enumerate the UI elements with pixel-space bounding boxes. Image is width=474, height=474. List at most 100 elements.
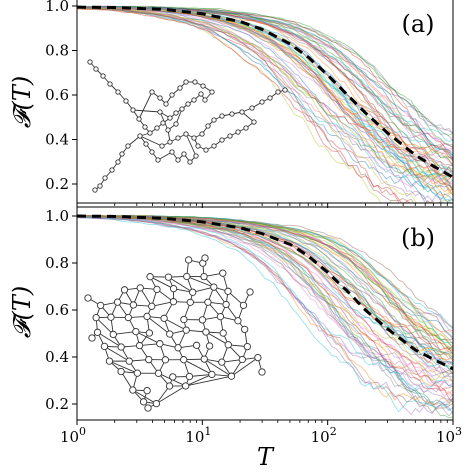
network-edge bbox=[104, 345, 130, 362]
panel-b-label: (b) bbox=[401, 224, 435, 252]
network-node bbox=[142, 124, 148, 130]
network-node bbox=[175, 135, 181, 141]
network-node bbox=[202, 97, 208, 103]
network-node bbox=[235, 129, 241, 135]
network-node bbox=[102, 175, 108, 181]
network-node bbox=[191, 135, 197, 141]
network-node bbox=[135, 341, 144, 350]
network-node bbox=[219, 269, 227, 277]
network-node bbox=[182, 382, 190, 390]
network-node bbox=[210, 283, 218, 291]
trajectory-line bbox=[77, 216, 453, 372]
network-node bbox=[156, 340, 164, 348]
network-edge bbox=[109, 360, 138, 374]
trajectory-line bbox=[77, 215, 453, 417]
y-tick-label: 0.8 bbox=[45, 254, 69, 272]
trajectory-line bbox=[77, 216, 453, 416]
network-node bbox=[153, 285, 161, 294]
panel-b-ylabel: 𝓕(T) bbox=[8, 286, 36, 338]
network-node bbox=[144, 404, 152, 412]
network-node bbox=[133, 369, 142, 377]
network-node bbox=[227, 133, 233, 139]
y-tick-label: 0.6 bbox=[45, 301, 69, 319]
network-node bbox=[185, 372, 194, 381]
network-node bbox=[87, 59, 93, 65]
trajectory-line bbox=[77, 7, 453, 163]
network-node bbox=[129, 386, 137, 394]
panel-a-x-ticks bbox=[76, 203, 454, 208]
network-node bbox=[169, 149, 175, 155]
network-edge bbox=[185, 374, 213, 387]
network-edge bbox=[163, 317, 187, 331]
network-node bbox=[169, 298, 178, 306]
network-node bbox=[205, 123, 211, 129]
network-node bbox=[229, 111, 235, 117]
network-edge bbox=[185, 375, 232, 387]
network-node bbox=[100, 73, 106, 79]
panel-b-x-ticks: 100 101 102 103 bbox=[60, 420, 462, 446]
network-node bbox=[173, 121, 179, 127]
network-node bbox=[216, 312, 225, 321]
network-node bbox=[258, 368, 266, 376]
panel-b-y-ticks: 0.2 0.4 0.6 0.8 1.0 bbox=[45, 207, 77, 413]
panel-a-y-ticks: 0.2 0.4 0.6 0.8 1.0 bbox=[45, 0, 77, 193]
trajectory-line bbox=[77, 215, 453, 394]
network-node bbox=[219, 113, 225, 119]
network-node bbox=[107, 81, 113, 87]
trajectory-line bbox=[77, 215, 453, 355]
network-node bbox=[195, 143, 201, 149]
y-tick-label: 1.0 bbox=[45, 0, 69, 15]
x-tick-label: 102 bbox=[311, 425, 337, 446]
network-node bbox=[115, 89, 121, 95]
y-tick-label: 0.2 bbox=[45, 395, 69, 413]
network-node bbox=[200, 272, 208, 281]
panel-a-label: (a) bbox=[401, 10, 434, 38]
network-node bbox=[180, 315, 188, 324]
network-node bbox=[243, 125, 249, 131]
network-edge bbox=[138, 91, 153, 120]
network-node bbox=[163, 101, 169, 107]
network-node bbox=[143, 312, 151, 321]
network-node bbox=[169, 373, 177, 381]
network-node bbox=[184, 256, 193, 264]
network-edge bbox=[120, 371, 134, 391]
network-node bbox=[267, 95, 273, 101]
network-node bbox=[169, 92, 175, 98]
network-node bbox=[192, 341, 201, 349]
network-node bbox=[124, 313, 132, 322]
network-node bbox=[181, 151, 187, 157]
trajectory-line bbox=[77, 7, 453, 161]
trajectory-line bbox=[77, 217, 453, 377]
network-node bbox=[117, 343, 125, 351]
network-node bbox=[136, 116, 142, 122]
network-edge bbox=[185, 133, 197, 157]
network-node bbox=[148, 302, 156, 310]
network-node bbox=[160, 120, 166, 126]
trajectory-line bbox=[77, 7, 453, 179]
network-node bbox=[227, 372, 236, 380]
network-node bbox=[238, 355, 246, 364]
network-node bbox=[143, 386, 151, 395]
network-node bbox=[179, 106, 185, 112]
network-node bbox=[147, 130, 153, 136]
y-tick-label: 0.6 bbox=[45, 86, 69, 104]
network-node bbox=[119, 151, 125, 157]
network-node bbox=[234, 317, 242, 325]
trajectory-line bbox=[77, 7, 415, 203]
network-edge bbox=[149, 276, 174, 290]
network-node bbox=[183, 131, 189, 137]
network-node bbox=[167, 139, 173, 145]
panel-b-mean-curve bbox=[77, 214, 454, 371]
y-tick-label: 0.4 bbox=[45, 348, 69, 366]
network-edge bbox=[156, 385, 170, 404]
trajectory-line bbox=[77, 215, 453, 388]
panel-a-ylabel: 𝓕(T) bbox=[8, 76, 36, 128]
network-edge bbox=[151, 301, 174, 307]
network-node bbox=[189, 288, 197, 296]
network-node bbox=[174, 344, 182, 352]
trajectory-line bbox=[77, 216, 453, 413]
network-node bbox=[211, 143, 217, 149]
network-node bbox=[177, 85, 183, 91]
network-node bbox=[132, 327, 140, 336]
panel-a-network-inset bbox=[87, 59, 288, 193]
